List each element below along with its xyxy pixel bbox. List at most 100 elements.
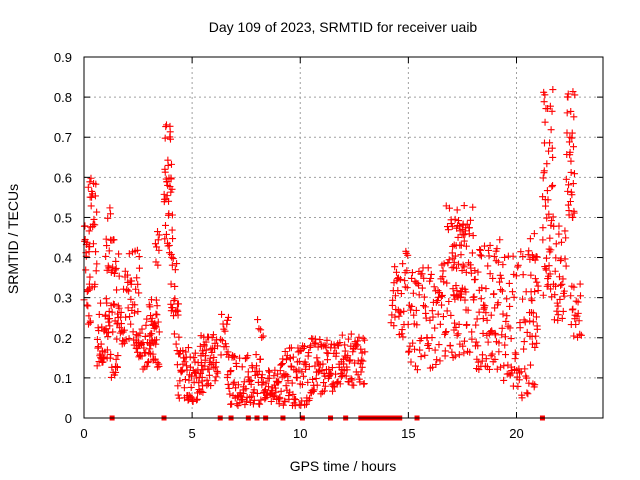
data-point <box>534 282 542 290</box>
data-point <box>482 309 490 317</box>
data-point <box>166 135 174 143</box>
data-point <box>106 204 114 212</box>
data-point <box>445 204 453 212</box>
data-point <box>133 246 141 254</box>
data-point <box>442 329 450 337</box>
data-point <box>322 343 330 351</box>
data-point <box>261 395 269 403</box>
data-point <box>91 280 99 288</box>
data-point <box>167 300 175 308</box>
data-point <box>84 302 92 310</box>
data-point <box>95 310 103 318</box>
data-point <box>189 397 197 405</box>
data-point <box>539 291 547 299</box>
data-point <box>210 353 218 361</box>
data-point <box>93 208 101 216</box>
data-point <box>163 178 171 186</box>
data-point <box>399 333 407 341</box>
data-point <box>532 313 540 321</box>
data-point <box>359 334 367 342</box>
data-point <box>174 300 182 308</box>
data-point <box>262 379 270 387</box>
data-point <box>527 295 535 303</box>
data-point <box>474 268 482 276</box>
data-point <box>207 382 215 390</box>
data-point <box>81 222 89 230</box>
data-point <box>544 196 552 204</box>
data-point <box>254 316 262 324</box>
data-point <box>539 174 547 182</box>
data-point <box>568 191 576 199</box>
data-point <box>435 341 443 349</box>
data-point <box>389 296 397 304</box>
data-point <box>575 317 583 325</box>
data-point <box>328 364 336 372</box>
data-point <box>430 283 438 291</box>
data-point <box>202 352 210 360</box>
data-point <box>128 277 136 285</box>
data-point <box>217 335 225 343</box>
data-point <box>162 121 170 129</box>
data-point <box>122 336 130 344</box>
data-point <box>213 342 221 350</box>
data-point <box>543 187 551 195</box>
data-point <box>523 389 531 397</box>
data-point <box>445 256 453 264</box>
data-point <box>343 366 351 374</box>
data-point <box>255 325 263 333</box>
data-point <box>531 288 539 296</box>
data-point <box>113 335 121 343</box>
data-point <box>332 370 340 378</box>
data-point <box>141 332 149 340</box>
data-point <box>531 343 539 351</box>
data-point <box>214 369 222 377</box>
data-point <box>305 363 313 371</box>
data-point <box>570 209 578 217</box>
data-point <box>490 252 498 260</box>
data-point <box>103 242 111 250</box>
data-point <box>154 236 162 244</box>
data-point <box>168 253 176 261</box>
data-point <box>397 290 405 298</box>
data-point <box>431 324 439 332</box>
data-point <box>86 317 94 325</box>
data-point <box>468 335 476 343</box>
data-point <box>155 362 163 370</box>
data-point <box>499 261 507 269</box>
data-point <box>103 299 111 307</box>
data-point <box>310 340 318 348</box>
axis-ticks: 0 5 10 15 20 0 0.1 0.2 0.3 0.4 0.5 0.6 0.7 0.8 0.9 <box>54 50 603 441</box>
data-point <box>123 286 131 294</box>
data-point <box>432 361 440 369</box>
data-point <box>276 395 284 403</box>
data-point <box>394 287 402 295</box>
data-point <box>281 398 289 406</box>
data-point <box>484 262 492 270</box>
data-point <box>221 327 229 335</box>
data-point <box>501 333 509 341</box>
data-point <box>212 373 220 381</box>
data-point <box>360 380 368 388</box>
data-point <box>520 338 528 346</box>
data-point <box>173 306 181 314</box>
data-point <box>247 380 255 388</box>
data-point <box>244 352 252 360</box>
data-point <box>502 351 510 359</box>
data-point <box>448 249 456 257</box>
data-point <box>552 282 560 290</box>
data-point <box>515 376 523 384</box>
data-point <box>323 336 331 344</box>
data-point <box>218 310 226 318</box>
data-point <box>457 293 465 301</box>
data-point <box>191 349 199 357</box>
data-point <box>500 376 508 384</box>
data-point <box>249 364 257 372</box>
data-point <box>501 341 509 349</box>
data-point <box>572 321 580 328</box>
data-point <box>533 339 541 347</box>
data-point <box>168 211 176 219</box>
data-point <box>458 226 466 234</box>
data-point <box>503 312 511 320</box>
data-point <box>284 377 292 385</box>
data-point <box>258 371 266 379</box>
